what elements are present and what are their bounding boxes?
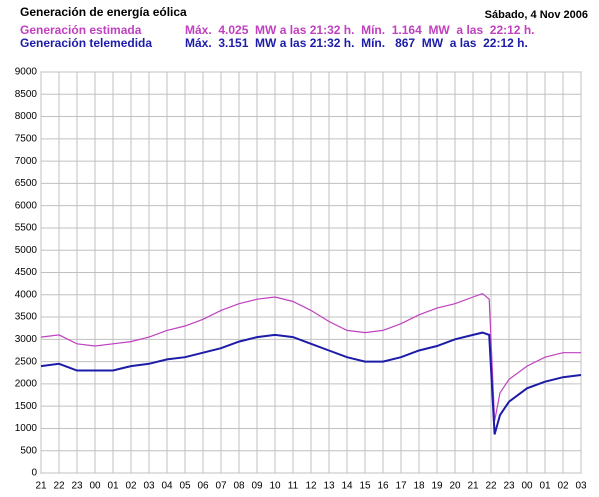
legend-label: Generación estimada	[20, 23, 142, 37]
x-tick-label: 06	[197, 481, 209, 492]
x-tick-label: 20	[449, 481, 461, 492]
x-tick-label: 02	[557, 481, 569, 492]
legend-stats: Máx. 3.151 MW a las 21:32 h. Mín. 867 MW…	[185, 36, 528, 50]
x-tick-label: 04	[161, 481, 173, 492]
x-tick-label: 19	[431, 481, 443, 492]
y-tick-label: 3500	[15, 312, 38, 323]
legend-stats: Máx. 4.025 MW a las 21:32 h. Mín. 1.164 …	[185, 23, 534, 37]
x-tick-label: 11	[288, 481, 299, 492]
x-tick-label: 21	[467, 481, 479, 492]
y-tick-label: 5000	[15, 245, 38, 256]
x-tick-label: 15	[359, 481, 371, 492]
x-tick-label: 08	[233, 481, 245, 492]
y-tick-label: 8500	[15, 89, 38, 100]
y-tick-label: 9000	[15, 67, 38, 78]
x-tick-label: 18	[413, 481, 425, 492]
series-line	[40, 331, 582, 435]
x-tick-label: 17	[395, 481, 407, 492]
x-tick-label: 05	[179, 481, 191, 492]
x-tick-label: 01	[107, 481, 119, 492]
x-tick-label: 22	[53, 481, 65, 492]
y-tick-label: 1500	[15, 401, 38, 412]
x-tick-label: 23	[503, 481, 515, 492]
y-tick-label: 2000	[15, 379, 38, 390]
x-tick-label: 22	[485, 481, 497, 492]
y-tick-label: 4500	[15, 267, 38, 278]
x-tick-label: 14	[341, 481, 353, 492]
y-tick-label: 8000	[15, 111, 38, 122]
y-tick-label: 7000	[15, 156, 38, 167]
series-line	[40, 293, 581, 422]
y-tick-label: 2500	[15, 356, 38, 367]
x-tick-label: 03	[143, 481, 155, 492]
chart-title: Generación de energía eólica	[20, 5, 187, 19]
y-tick-label: 1000	[15, 423, 38, 434]
x-tick-label: 03	[575, 481, 587, 492]
y-tick-label: 500	[20, 445, 37, 456]
x-tick-label: 12	[305, 481, 317, 492]
y-tick-label: 4000	[15, 289, 38, 300]
x-tick-label: 21	[35, 481, 47, 492]
x-tick-label: 02	[125, 481, 137, 492]
x-tick-label: 01	[539, 481, 551, 492]
y-tick-label: 7500	[15, 133, 38, 144]
x-tick-label: 00	[521, 481, 533, 492]
x-tick-label: 10	[269, 481, 281, 492]
y-tick-label: 3000	[15, 334, 38, 345]
y-tick-label: 6500	[15, 178, 38, 189]
y-tick-label: 0	[31, 468, 37, 479]
x-tick-label: 07	[215, 481, 227, 492]
x-tick-label: 13	[323, 481, 335, 492]
x-tick-label: 00	[89, 481, 101, 492]
legend-label: Generación telemedida	[20, 36, 152, 50]
x-tick-label: 16	[377, 481, 389, 492]
chart-date: Sábado, 4 Nov 2006	[485, 9, 588, 21]
x-tick-label: 23	[71, 481, 83, 492]
y-tick-label: 6000	[15, 200, 38, 211]
y-tick-label: 5500	[15, 223, 38, 234]
x-tick-label: 09	[251, 481, 263, 492]
